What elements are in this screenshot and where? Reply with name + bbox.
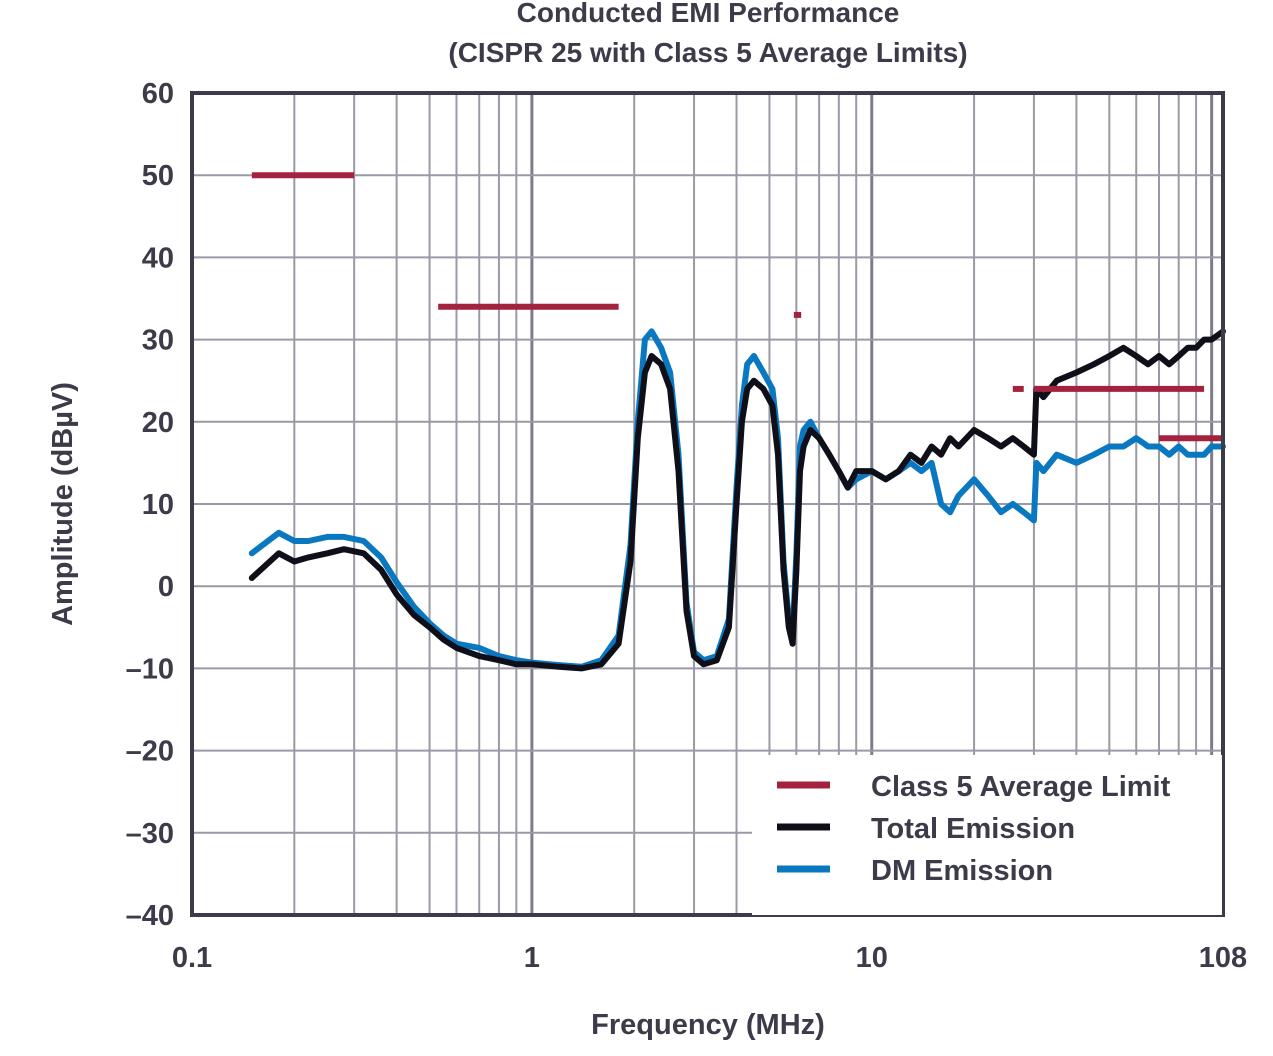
y-tick-label: –10 [126,653,174,685]
y-tick-label: –20 [126,736,174,768]
x-axis-label: Frequency (MHz) [591,1009,825,1041]
x-tick-labels: 0.1 1 10 108 [172,942,1247,974]
legend: Class 5 Average Limit Total Emission DM Em… [752,755,1222,915]
y-tick-label: 40 [142,242,174,274]
x-tick-label: 0.1 [172,942,212,974]
x-tick-label: 10 [856,942,888,974]
y-tick-label: 60 [142,78,174,110]
y-tick-labels: 60 50 40 30 20 10 0 –10 –20 –30 –40 [126,78,174,932]
y-tick-label: 0 [158,571,174,603]
y-tick-label: –30 [126,818,174,850]
y-tick-label: 30 [142,325,174,357]
legend-label: DM Emission [871,855,1053,887]
legend-background [752,755,1222,915]
series-layer [248,172,1226,672]
legend-label: Class 5 Average Limit [871,771,1171,803]
chart-subtitle: (CISPR 25 with Class 5 Average Limits) [448,37,967,68]
y-tick-label: 50 [142,160,174,192]
y-tick-label: 20 [142,407,174,439]
legend-label: Total Emission [871,813,1075,845]
y-tick-label: –40 [126,900,174,932]
total-emission-line [248,328,1226,672]
y-axis-label: Amplitude (dBµV) [47,382,79,626]
y-tick-label: 10 [142,489,174,521]
x-tick-label: 1 [524,942,540,974]
plot-frame [190,91,1225,917]
x-tick-label: 108 [1199,942,1247,974]
chart-title: Conducted EMI Performance [517,0,900,28]
